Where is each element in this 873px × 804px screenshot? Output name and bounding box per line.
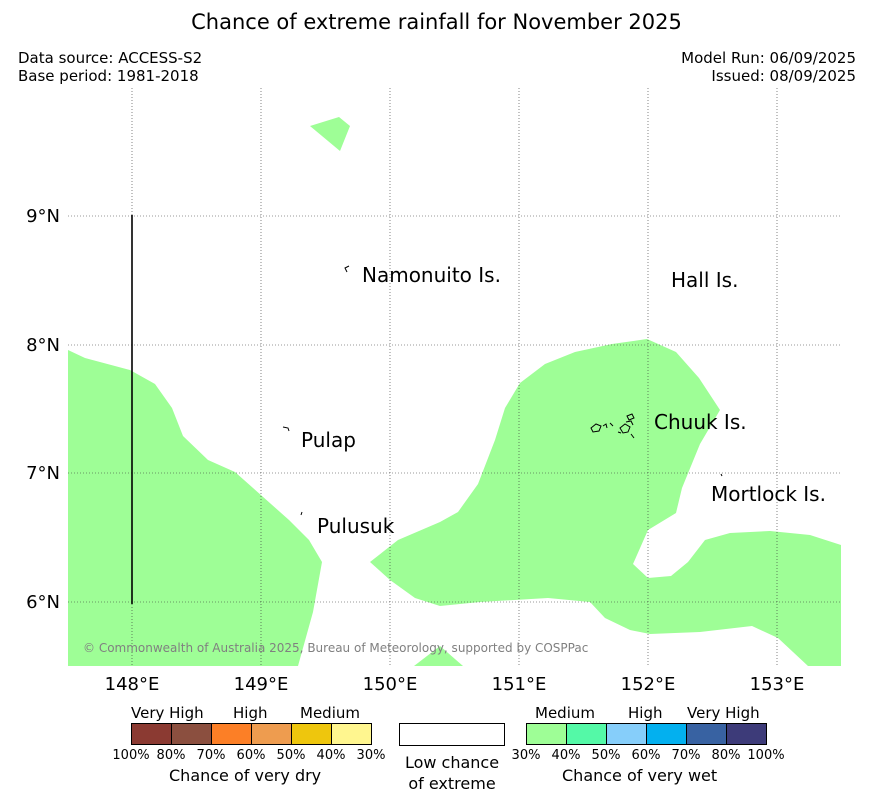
mortlock-island-outline [720,473,723,477]
wet-swatch [606,723,647,745]
model-run-text: Model Run: 06/09/2025 [681,49,856,67]
wet-heading-medium: Medium [535,704,595,722]
lon-label: 150°E [363,674,418,695]
dry-swatch [171,723,212,745]
south-shaded-fragment [414,646,463,666]
wet-swatch [686,723,727,745]
data-info: Data source: ACCESS-S2 Base period: 1981… [18,49,202,85]
base-period-text: Base period: 1981-2018 [18,67,199,85]
place-label-namonuito: Namonuito Is. [362,263,501,287]
low-chance-line-2: of extreme [408,774,496,793]
low-chance-label: Low chance of extreme [389,752,515,794]
dry-caption: Chance of very dry [169,766,322,785]
dry-tick-label: 100% [112,748,150,763]
low-chance-line-1: Low chance [404,753,500,772]
copyright-text: © Commonwealth of Australia 2025, Bureau… [83,641,588,655]
map-title: Chance of extreme rainfall for November … [191,10,682,34]
wet-swatch [726,723,767,745]
dry-heading-very-high: Very High [131,704,204,722]
dry-heading-high: High [233,704,268,722]
dry-tick-label: 70% [196,748,226,763]
dry-swatch [131,723,172,745]
lon-axis-labels: 148°E 149°E 150°E 151°E 152°E 153°E [105,674,805,695]
place-label-pulap: Pulap [301,428,356,452]
wet-tick-label: 80% [711,748,741,763]
run-info: Model Run: 06/09/2025 Issued: 08/09/2025 [681,49,856,85]
wet-swatch [566,723,607,745]
west-shaded-region [68,350,322,666]
wet-tick-label: 50% [591,748,621,763]
wet-tick-label: 60% [631,748,661,763]
dry-tick-label: 40% [316,748,346,763]
dry-swatch [291,723,332,745]
pulusuk-island-outline [300,511,303,516]
lat-label: 8°N [26,335,60,356]
wet-heading-high: High [628,704,663,722]
dry-tick-label: 60% [236,748,266,763]
lat-label: 6°N [26,592,60,613]
namonuito-island-outline [344,265,350,273]
island-outlines [282,265,723,516]
place-labels: Namonuito Is. Hall Is. Chuuk Is. Pulap M… [301,263,826,538]
dry-swatch [331,723,372,745]
lat-axis-labels: 9°N 8°N 7°N 6°N [26,206,60,613]
issued-text: Issued: 08/09/2025 [711,67,856,85]
place-label-hall: Hall Is. [671,268,738,292]
place-label-mortlock: Mortlock Is. [711,482,826,506]
wet-tick-label: 30% [511,748,541,763]
wet-tick-label: 70% [671,748,701,763]
place-label-chuuk: Chuuk Is. [654,410,747,434]
pulap-island-outline [282,426,290,432]
lon-label: 153°E [750,674,805,695]
map-panel [68,88,841,666]
low-chance-swatch [399,723,505,746]
dry-swatch [251,723,292,745]
dry-tick-label: 30% [356,748,386,763]
wet-swatch [526,723,567,745]
lat-label: 9°N [26,206,60,227]
shaded-regions [68,117,841,666]
wet-tick-label: 40% [551,748,581,763]
lon-label: 151°E [492,674,547,695]
lon-label: 149°E [234,674,289,695]
data-source-text: Data source: ACCESS-S2 [18,49,203,67]
north-shaded-patch [310,117,350,151]
chuuk-island-outlines [590,413,635,439]
dry-swatch [211,723,252,745]
place-label-pulusuk: Pulusuk [317,514,395,538]
dry-tick-label: 80% [156,748,186,763]
wet-tick-label: 100% [747,748,785,763]
east-shaded-region [370,339,841,666]
lon-label: 148°E [105,674,160,695]
wet-heading-very-high: Very High [687,704,760,722]
dry-heading-medium: Medium [300,704,360,722]
lat-label: 7°N [26,463,60,484]
lon-label: 152°E [621,674,676,695]
dry-tick-label: 50% [276,748,306,763]
wet-swatch [646,723,687,745]
wet-caption: Chance of very wet [562,766,718,785]
